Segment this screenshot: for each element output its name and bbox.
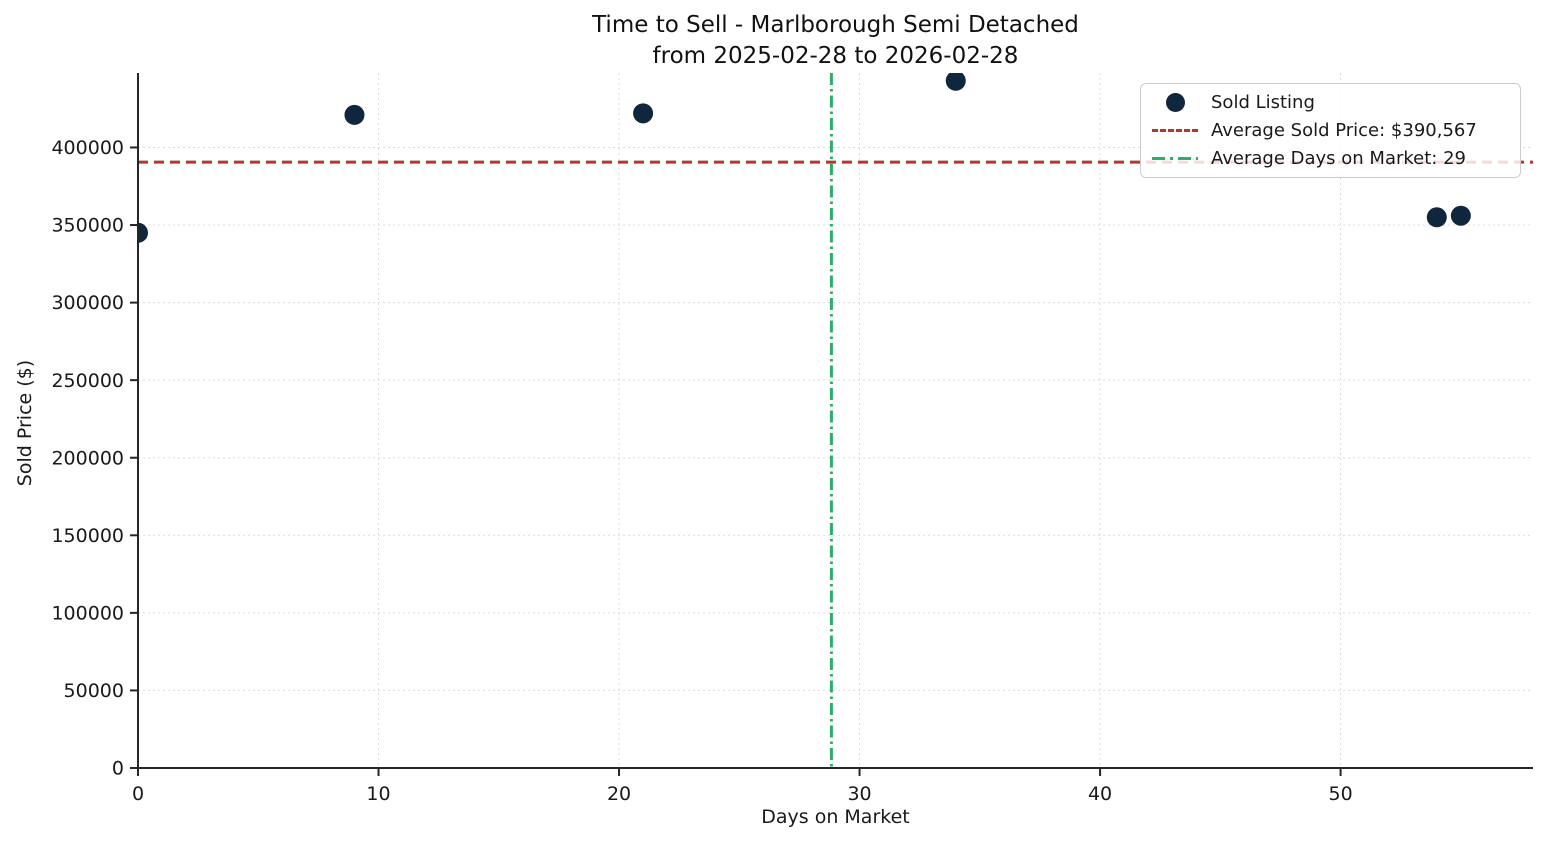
y-tick-label: 400000 xyxy=(51,137,124,159)
axis-tick-labels: 0 10 20 30 40 50 0 50000 100000 150000 200000 25000… xyxy=(51,137,1352,805)
legend-item-average-days-on-market: Average Days on Market: 29 xyxy=(1149,144,1512,172)
y-tick-label: 100000 xyxy=(51,603,124,625)
y-tick-label: 150000 xyxy=(51,525,124,547)
data-point xyxy=(945,73,966,91)
dashdot-line-icon xyxy=(1152,156,1198,160)
y-tick-label: 200000 xyxy=(51,447,124,469)
y-tick-label: 300000 xyxy=(51,292,124,314)
chart-title-line2: from 2025-02-28 to 2026-02-28 xyxy=(652,43,1019,69)
legend-item-average-sold-price: Average Sold Price: $390,567 xyxy=(1149,117,1512,145)
x-tick-label: 50 xyxy=(1328,783,1352,805)
legend-marker xyxy=(1149,93,1201,113)
dashed-line-icon xyxy=(1152,129,1198,132)
axes-spines xyxy=(137,73,1533,769)
y-tick-label: 0 xyxy=(112,758,124,780)
data-point xyxy=(138,222,148,243)
legend-item-sold-listing: Sold Listing xyxy=(1149,89,1512,117)
legend-marker xyxy=(1149,156,1201,160)
x-axis-label: Days on Market xyxy=(761,806,910,828)
legend-label-sold-listing: Sold Listing xyxy=(1211,92,1315,114)
data-point xyxy=(633,103,654,124)
sold-listing-dot-icon xyxy=(1165,93,1185,113)
x-tick-label: 10 xyxy=(366,783,390,805)
data-point xyxy=(1450,205,1471,226)
data-point xyxy=(344,104,365,125)
chart-title-line1: Time to Sell - Marlborough Semi Detached xyxy=(592,12,1079,38)
legend-label-average-sold-price: Average Sold Price: $390,567 xyxy=(1211,120,1477,141)
axis-ticks xyxy=(130,146,1342,776)
y-tick-label: 50000 xyxy=(64,680,124,702)
x-tick-label: 40 xyxy=(1088,783,1112,805)
y-axis-label: Sold Price ($) xyxy=(14,359,36,487)
data-points xyxy=(138,73,1471,243)
y-tick-label: 250000 xyxy=(51,370,124,392)
legend-label-average-days-on-market: Average Days on Market: 29 xyxy=(1211,147,1466,169)
legend-marker xyxy=(1149,129,1201,132)
y-tick-label: 350000 xyxy=(51,215,124,237)
chart-title: Time to Sell - Marlborough Semi Detached… xyxy=(138,10,1533,72)
x-tick-label: 0 xyxy=(132,783,144,805)
x-tick-label: 20 xyxy=(607,783,631,805)
x-tick-label: 30 xyxy=(847,783,871,805)
legend: Sold Listing Average Sold Price: $390,56… xyxy=(1140,83,1521,178)
data-point xyxy=(1426,207,1447,228)
